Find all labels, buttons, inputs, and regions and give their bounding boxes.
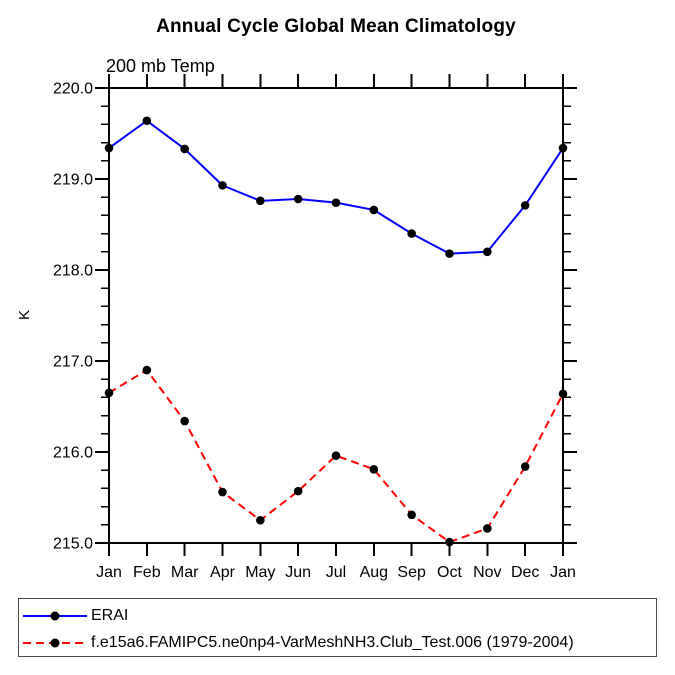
x-tick-label: Aug	[360, 564, 388, 581]
legend-entry-erai: ERAI	[21, 602, 656, 629]
data-marker	[369, 464, 379, 474]
data-marker	[520, 201, 530, 210]
legend-box: ERAI f.e15a6.FAMIPC5.ne0np4-VarMeshNH3.C…	[18, 598, 657, 657]
y-tick-label: 220.0	[53, 81, 93, 98]
data-marker	[483, 247, 492, 257]
data-marker	[558, 389, 568, 399]
data-marker	[293, 486, 303, 496]
x-tick-label: Feb	[133, 564, 161, 581]
data-marker	[520, 462, 530, 471]
data-marker	[293, 194, 303, 204]
x-tick-label: Jan	[96, 564, 122, 581]
data-marker	[407, 510, 416, 520]
x-tick-label: Nov	[473, 564, 501, 581]
chart-subtitle: 200 mb Temp	[106, 56, 215, 76]
x-tick-label: Jun	[285, 564, 311, 581]
x-tick-label: Sep	[397, 564, 426, 581]
y-tick-label: 216.0	[53, 445, 93, 462]
data-marker	[369, 205, 379, 215]
data-marker	[407, 229, 416, 238]
x-tick-label: Oct	[437, 564, 462, 581]
y-tick-label: 217.0	[53, 354, 93, 371]
x-tick-label: Apr	[210, 564, 236, 581]
data-marker	[180, 416, 189, 426]
data-marker	[558, 143, 568, 153]
erai-line-sample	[23, 611, 87, 620]
data-marker	[256, 196, 265, 206]
data-marker	[331, 451, 341, 460]
data-marker	[445, 249, 454, 258]
legend-label-erai: ERAI	[91, 606, 129, 624]
chart-title: Annual Cycle Global Mean Climatology	[156, 16, 516, 37]
data-marker	[445, 537, 454, 547]
model-marker-icon	[50, 638, 60, 647]
model-line-sample	[23, 638, 87, 647]
legend-entry-model: f.e15a6.FAMIPC5.ne0np4-VarMeshNH3.Club_T…	[21, 629, 656, 656]
y-tick-label: 219.0	[53, 172, 93, 189]
y-tick-label: 218.0	[53, 263, 93, 280]
x-tick-label: Dec	[511, 564, 539, 581]
data-marker	[142, 116, 152, 126]
y-tick-label: 215.0	[53, 536, 93, 553]
x-tick-label: Jul	[326, 564, 346, 581]
data-marker	[180, 144, 189, 154]
data-marker	[218, 487, 227, 497]
data-marker	[142, 365, 152, 375]
x-tick-label: May	[245, 564, 275, 581]
x-tick-label: Mar	[171, 564, 199, 581]
legend-label-model: f.e15a6.FAMIPC5.ne0np4-VarMeshNH3.Club_T…	[91, 633, 574, 651]
x-tick-label: Jan	[550, 564, 576, 581]
data-marker	[104, 388, 114, 398]
data-marker	[483, 524, 492, 533]
data-marker	[256, 515, 265, 525]
data-marker	[104, 143, 114, 153]
erai-marker-icon	[50, 611, 60, 620]
series-line-0	[108, 119, 564, 255]
data-marker	[331, 198, 341, 207]
data-marker	[218, 181, 227, 190]
